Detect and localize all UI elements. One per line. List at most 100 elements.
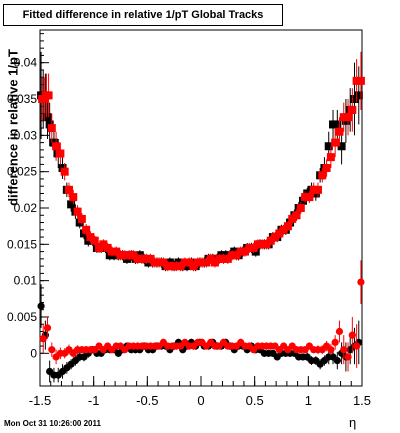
data-point <box>318 171 327 180</box>
data-point <box>301 193 310 202</box>
series-1 <box>38 51 365 272</box>
data-point <box>185 258 194 267</box>
x-tick-label: -0.5 <box>136 393 158 408</box>
y-tick-label: 0.01 <box>14 274 38 288</box>
data-point <box>331 138 340 147</box>
data-point <box>271 233 280 242</box>
y-tick-label: 0.02 <box>14 201 38 215</box>
data-point <box>73 207 82 216</box>
data-point <box>107 247 116 256</box>
data-point <box>176 262 185 271</box>
data-point <box>223 254 232 263</box>
data-point <box>335 127 344 136</box>
data-point <box>279 225 288 234</box>
y-tick-label: 0 <box>30 346 37 360</box>
data-point <box>288 214 297 223</box>
data-point <box>90 236 99 245</box>
data-point <box>48 346 56 354</box>
data-point <box>112 247 121 256</box>
data-point <box>44 91 53 100</box>
data-point <box>350 95 359 104</box>
data-point <box>356 76 365 85</box>
data-point <box>305 193 314 202</box>
x-axis: -1.5 -1 -0.5 0 0.5 1 1.5 <box>29 376 371 408</box>
chart-title: Fitted difference in relative 1/pT Globa… <box>22 9 264 21</box>
data-point <box>129 251 138 260</box>
y-axis: 0 0.005 0.01 0.015 0.02 0.025 0.03 0.035 0.04 <box>7 33 49 360</box>
data-point <box>86 233 95 242</box>
data-point <box>352 76 361 85</box>
data-point <box>232 251 241 260</box>
y-tick-label: 0.015 <box>7 237 37 251</box>
data-point <box>206 254 215 263</box>
data-point <box>202 258 211 267</box>
data-point <box>193 258 202 267</box>
data-point <box>348 105 357 114</box>
data-point <box>313 185 322 194</box>
data-point <box>99 240 108 249</box>
data-point <box>236 247 245 256</box>
y-tick-label: 0.04 <box>14 56 38 70</box>
data-point <box>331 338 339 347</box>
data-point <box>133 254 142 263</box>
plot-frame <box>39 29 363 387</box>
data-point <box>337 142 346 151</box>
data-point <box>67 200 76 209</box>
data-point <box>142 254 151 263</box>
x-tick-label: 0 <box>197 393 204 408</box>
data-point <box>43 113 52 122</box>
x-tick-label: -1 <box>88 393 100 408</box>
data-point <box>120 251 129 260</box>
data-point <box>241 247 250 256</box>
data-point <box>77 214 86 223</box>
data-point <box>82 225 91 234</box>
data-point <box>64 185 73 194</box>
data-point <box>333 120 342 129</box>
data-point <box>353 342 361 350</box>
data-point <box>125 251 134 260</box>
data-point <box>258 240 267 249</box>
series-0 <box>37 51 363 272</box>
data-point <box>146 254 155 263</box>
data-point <box>327 346 335 354</box>
data-point <box>155 258 164 267</box>
data-point <box>309 185 318 194</box>
y-axis-label: difference in relative 1/pT <box>5 49 21 206</box>
data-point <box>357 278 365 286</box>
data-point <box>189 262 198 271</box>
series-2 <box>37 284 363 383</box>
data-point <box>344 353 352 361</box>
data-point <box>354 91 363 100</box>
data-point <box>43 324 52 332</box>
y-tick-label: 0.025 <box>7 165 37 179</box>
x-tick-label: 1.5 <box>353 393 371 408</box>
data-point <box>219 254 228 263</box>
data-point <box>52 142 61 151</box>
data-point <box>39 335 47 343</box>
data-point <box>322 164 331 173</box>
y-tick-label: 0.035 <box>7 92 37 106</box>
data-point <box>95 243 104 252</box>
data-point <box>275 229 284 238</box>
data-point <box>180 258 189 267</box>
data-point <box>210 258 219 267</box>
data-point <box>69 193 78 202</box>
data-point <box>296 204 305 212</box>
x-tick-label: -1.5 <box>29 393 51 408</box>
data-point <box>228 251 237 260</box>
data-point <box>326 153 335 162</box>
data-point <box>329 120 338 129</box>
data-point <box>37 302 45 310</box>
series-layer <box>37 51 365 383</box>
data-point <box>172 262 181 271</box>
data-point <box>249 243 258 252</box>
data-point <box>262 240 271 249</box>
data-point <box>60 167 69 176</box>
data-point <box>339 113 348 122</box>
x-axis-label: η <box>349 415 357 430</box>
data-point <box>344 113 353 122</box>
data-point <box>168 262 177 271</box>
data-point <box>47 124 56 133</box>
data-point <box>333 356 341 365</box>
data-point <box>163 262 172 271</box>
